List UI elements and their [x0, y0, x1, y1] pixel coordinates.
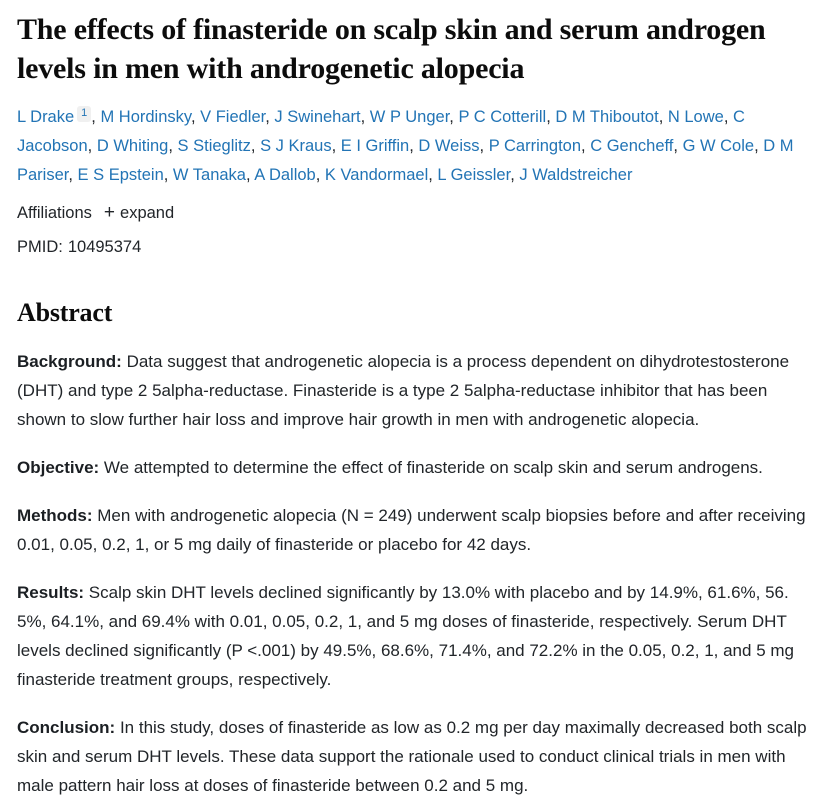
author-separator: ,: [163, 166, 173, 185]
abstract-paragraph: Methods: Men with androgenetic alopecia …: [17, 505, 806, 554]
abstract-section-label: Background:: [17, 351, 122, 371]
pmid-row: PMID: 10495374: [17, 236, 821, 260]
affiliations-expand-button[interactable]: + expand: [104, 200, 174, 228]
author-separator: ,: [68, 166, 78, 185]
author-link[interactable]: L Drake: [17, 108, 75, 126]
author-separator: ,: [87, 137, 97, 156]
author-separator: ,: [658, 108, 668, 126]
author-link[interactable]: D M Pariser: [17, 137, 794, 185]
affiliation-superscript[interactable]: 1: [77, 105, 92, 122]
author-list: L Drake 1, M Hordinsky, V Fiedler, J Swin…: [17, 103, 821, 190]
author-separator: ,: [581, 137, 591, 156]
page-title: The effects of finasteride on scalp skin…: [17, 13, 766, 85]
abstract-body: Background: Data suggest that androgenet…: [17, 347, 821, 801]
author-separator: ,: [190, 108, 201, 126]
abstract-section-label: Methods:: [17, 505, 93, 525]
author-link[interactable]: D M Thiboutot: [555, 108, 659, 126]
author-link[interactable]: K Vandormael: [324, 166, 429, 185]
author-link[interactable]: P Carrington: [488, 137, 582, 156]
author-link[interactable]: D Weiss: [418, 137, 480, 156]
author-link[interactable]: S J Kraus: [260, 137, 332, 156]
author-link[interactable]: V Fiedler: [200, 108, 266, 126]
author-separator: ,: [331, 137, 341, 156]
abstract-section-label: Results:: [17, 582, 85, 602]
author-link[interactable]: S Stieglitz: [177, 137, 251, 156]
author-link[interactable]: W Tanaka: [172, 166, 246, 185]
author-separator: ,: [479, 137, 489, 156]
author-link[interactable]: P C Cotterill: [458, 108, 547, 126]
author-link[interactable]: L Geissler: [437, 166, 511, 185]
author-separator: ,: [673, 137, 683, 156]
author-link[interactable]: M Hordinsky: [100, 108, 191, 126]
author-separator: ,: [265, 108, 275, 126]
affiliations-label: Affiliations: [17, 203, 92, 222]
abstract-section-label: Objective:: [17, 457, 100, 477]
abstract-paragraph: Conclusion: In this study, doses of fina…: [17, 718, 807, 796]
author-link[interactable]: C Jacobson: [17, 108, 745, 156]
abstract-paragraph: Objective: We attempted to determine the…: [17, 457, 763, 477]
author-link[interactable]: G W Cole: [682, 137, 755, 156]
author-separator: ,: [315, 166, 325, 185]
abstract-heading: Abstract: [17, 297, 113, 327]
author-separator: ,: [510, 166, 520, 185]
pmid-label: PMID:: [17, 237, 63, 256]
author-separator: ,: [168, 137, 178, 156]
affiliations-expand-label: expand: [120, 203, 175, 222]
author-link[interactable]: J Waldstreicher: [519, 166, 633, 185]
author-link[interactable]: J Swinehart: [274, 108, 361, 126]
author-separator: ,: [754, 137, 764, 156]
affiliations-row: Affiliations + expand: [17, 200, 821, 228]
author-link[interactable]: E I Griffin: [340, 137, 410, 156]
author-separator: ,: [250, 137, 261, 156]
author-link[interactable]: E S Epstein: [77, 166, 164, 185]
author-link[interactable]: N Lowe: [667, 108, 724, 126]
author-separator: ,: [91, 108, 101, 126]
plus-icon: +: [103, 202, 116, 224]
author-separator: ,: [360, 108, 370, 126]
abstract-paragraph: Background: Data suggest that androgenet…: [17, 351, 790, 429]
abstract-paragraph: Results: Scalp skin DHT levels declined …: [17, 582, 794, 690]
author-separator: ,: [546, 108, 556, 126]
author-separator: ,: [428, 166, 438, 185]
author-link[interactable]: A Dallob: [254, 166, 316, 185]
author-separator: ,: [449, 108, 459, 126]
author-link[interactable]: W P Unger: [369, 108, 450, 126]
abstract-section-label: Conclusion:: [17, 718, 116, 738]
pmid-value: 10495374: [67, 237, 142, 256]
author-separator: ,: [723, 108, 733, 126]
author-separator: ,: [246, 166, 255, 185]
author-link[interactable]: C Gencheff: [590, 137, 674, 156]
author-link[interactable]: D Whiting: [96, 137, 169, 156]
author-separator: ,: [409, 137, 419, 156]
